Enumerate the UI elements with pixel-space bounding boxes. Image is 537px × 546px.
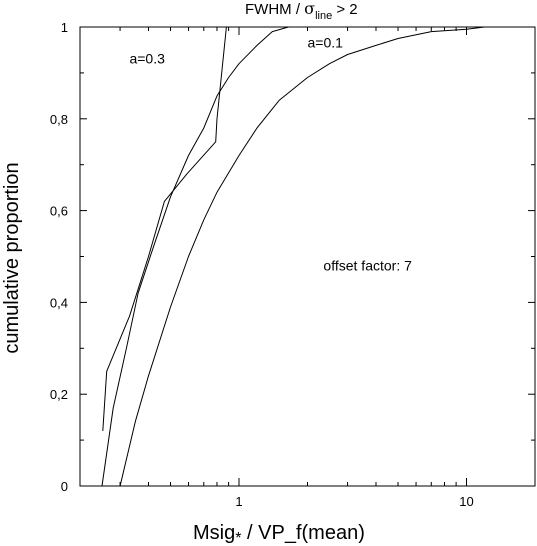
series-line-3 bbox=[119, 26, 485, 487]
series-line-1 bbox=[102, 26, 227, 431]
y-tick-label: 0 bbox=[61, 479, 68, 494]
x-axis-title: Msig* / VP_f(mean) bbox=[193, 522, 365, 546]
y-axis-title: cumulative proportion bbox=[1, 162, 23, 353]
x-axis-title-rest: / VP_f(mean) bbox=[241, 522, 364, 544]
annotation-1: a=0.3 bbox=[129, 51, 165, 67]
chart-title-prefix: FWHM / bbox=[245, 1, 304, 18]
series-line-2 bbox=[101, 26, 289, 487]
y-tick-label: 0,4 bbox=[50, 295, 68, 310]
x-axis-title-main: Msig bbox=[193, 522, 235, 544]
x-tick-label: 10 bbox=[459, 494, 473, 509]
y-tick-label: 0,2 bbox=[50, 387, 68, 402]
annotation-3: offset factor: 7 bbox=[323, 257, 412, 273]
x-tick-label: 1 bbox=[235, 494, 242, 509]
y-tick-label: 0,6 bbox=[50, 204, 68, 219]
y-tick-label: 1 bbox=[61, 20, 68, 35]
axis-ticks: 0 0,2 0,4 0,6 0,8 1 1 10 bbox=[50, 20, 536, 509]
chart-title-suffix: > 2 bbox=[332, 1, 357, 18]
chart-title-symbol: σ bbox=[304, 0, 315, 18]
chart-title-subscript: line bbox=[315, 10, 332, 22]
y-tick-label: 0,8 bbox=[50, 112, 68, 127]
chart-title: FWHM / σline > 2 bbox=[245, 0, 358, 22]
x-axis-title-subscript: * bbox=[235, 530, 241, 546]
annotation-2: a=0.1 bbox=[308, 35, 344, 51]
series-layer bbox=[101, 26, 485, 487]
annotations: a=0.3 a=0.1 offset factor: 7 bbox=[129, 35, 412, 274]
